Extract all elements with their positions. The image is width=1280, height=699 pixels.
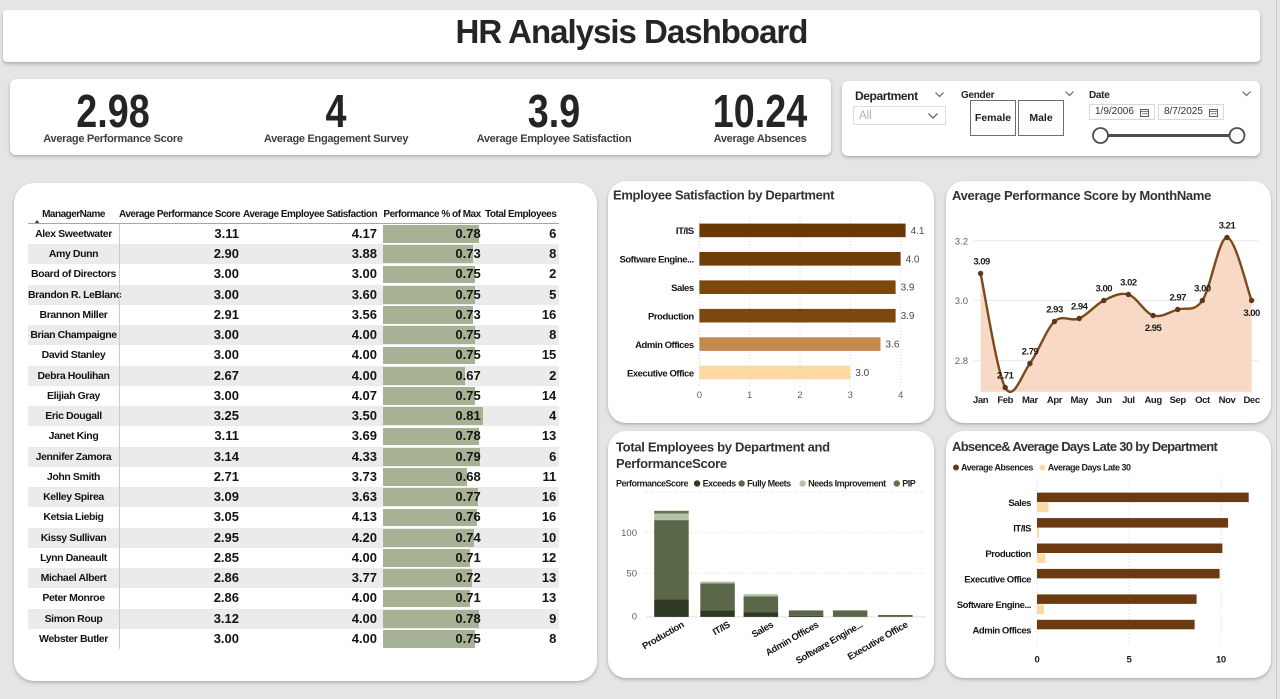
- svg-text:May: May: [1071, 395, 1089, 406]
- svg-text:Average Absences: Average Absences: [961, 462, 1033, 472]
- svg-text:Sales: Sales: [1008, 498, 1031, 509]
- svg-text:IT/IS: IT/IS: [1013, 524, 1031, 535]
- svg-text:Fully Meets: Fully Meets: [747, 479, 791, 489]
- svg-text:5: 5: [1126, 655, 1132, 666]
- svg-text:Production: Production: [648, 312, 694, 323]
- svg-text:Needs Improvement: Needs Improvement: [808, 479, 886, 489]
- svg-text:Production: Production: [985, 549, 1031, 560]
- svg-text:Total Employees by Department: Total Employees by Department and: [616, 440, 830, 455]
- svg-text:4.1: 4.1: [911, 226, 925, 237]
- svg-text:4: 4: [898, 390, 903, 401]
- svg-text:2.79: 2.79: [1022, 347, 1039, 358]
- svg-text:3.21: 3.21: [1219, 221, 1237, 232]
- svg-text:Average Days Late 30: Average Days Late 30: [1048, 462, 1131, 472]
- svg-text:3.00: 3.00: [1243, 308, 1260, 319]
- svg-text:2.93: 2.93: [1046, 305, 1063, 316]
- svg-text:0: 0: [1035, 655, 1040, 666]
- svg-text:Mar: Mar: [1022, 395, 1038, 406]
- svg-text:Apr: Apr: [1047, 395, 1063, 406]
- svg-text:IT/IS: IT/IS: [676, 226, 694, 237]
- svg-text:Dec: Dec: [1243, 395, 1259, 406]
- svg-text:0: 0: [697, 390, 702, 401]
- svg-text:Exceeds: Exceeds: [703, 479, 737, 489]
- svg-text:Jun: Jun: [1096, 395, 1112, 406]
- svg-text:Software Engine...: Software Engine...: [619, 255, 693, 266]
- svg-text:3.0: 3.0: [955, 296, 968, 307]
- svg-text:Employee Satisfaction by Depar: Employee Satisfaction by Department: [613, 188, 835, 203]
- svg-text:2.71: 2.71: [997, 371, 1015, 382]
- svg-text:3.02: 3.02: [1120, 278, 1137, 289]
- svg-text:Feb: Feb: [997, 395, 1013, 406]
- svg-text:2.97: 2.97: [1169, 293, 1186, 304]
- svg-text:PIP: PIP: [902, 479, 916, 489]
- svg-text:PerformanceScore: PerformanceScore: [616, 456, 727, 471]
- svg-text:Jan: Jan: [973, 395, 989, 406]
- svg-text:Admin Offices: Admin Offices: [972, 626, 1031, 637]
- svg-text:4.0: 4.0: [906, 254, 920, 265]
- svg-text:3.00: 3.00: [1194, 284, 1211, 295]
- svg-text:2: 2: [797, 390, 802, 401]
- svg-text:IT/IS: IT/IS: [711, 620, 732, 639]
- svg-text:Sep: Sep: [1170, 395, 1187, 406]
- svg-text:Sales: Sales: [750, 620, 775, 641]
- svg-text:3.9: 3.9: [901, 311, 915, 322]
- svg-text:3.09: 3.09: [973, 257, 990, 268]
- svg-text:50: 50: [626, 569, 637, 580]
- svg-text:3.00: 3.00: [1096, 284, 1113, 295]
- svg-text:2.94: 2.94: [1071, 302, 1089, 313]
- svg-text:Software Engine...: Software Engine...: [957, 600, 1031, 611]
- svg-text:3.6: 3.6: [886, 340, 900, 351]
- svg-text:PerformanceScore: PerformanceScore: [616, 479, 689, 489]
- svg-text:Executive Office: Executive Office: [627, 368, 694, 379]
- svg-text:Production: Production: [641, 619, 687, 652]
- svg-text:100: 100: [621, 528, 637, 539]
- svg-text:3: 3: [848, 390, 853, 401]
- svg-text:0: 0: [632, 612, 637, 623]
- svg-text:Admin Offices: Admin Offices: [635, 340, 694, 351]
- svg-text:1: 1: [747, 390, 752, 401]
- svg-text:3.2: 3.2: [955, 236, 968, 247]
- svg-text:3.0: 3.0: [855, 368, 869, 379]
- svg-text:Absence& Average Days Late 30: Absence& Average Days Late 30 by Departm…: [952, 439, 1219, 454]
- svg-text:Aug: Aug: [1144, 395, 1162, 406]
- svg-text:Oct: Oct: [1195, 395, 1211, 406]
- svg-text:2.95: 2.95: [1145, 323, 1163, 334]
- svg-text:Executive Office: Executive Office: [964, 575, 1031, 586]
- svg-text:2.8: 2.8: [955, 356, 968, 367]
- svg-text:Nov: Nov: [1219, 395, 1237, 406]
- svg-text:Average Performance Score by M: Average Performance Score by MonthName: [952, 188, 1211, 203]
- svg-text:Jul: Jul: [1122, 395, 1135, 406]
- svg-text:Sales: Sales: [671, 283, 694, 294]
- svg-text:3.9: 3.9: [901, 283, 915, 294]
- svg-text:10: 10: [1216, 655, 1226, 666]
